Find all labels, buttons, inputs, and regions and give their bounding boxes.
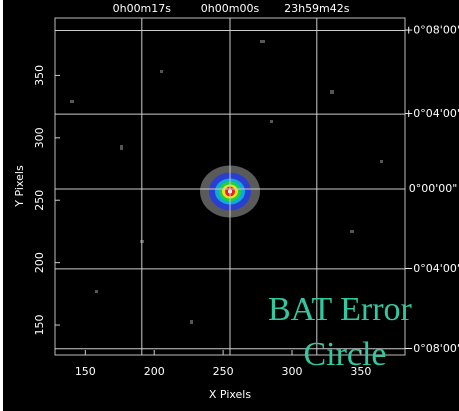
dec-label: +0°04'00"	[404, 107, 459, 120]
left-edge	[0, 0, 3, 411]
y-tick-label: 300	[33, 127, 46, 148]
x-tick-label: 250	[213, 365, 234, 378]
x-tick-label: 200	[144, 365, 165, 378]
ra-label: 0h00m17s	[113, 2, 172, 15]
y-tick-label: 350	[33, 65, 46, 86]
x-axis-label: X Pixels	[209, 388, 251, 401]
dec-label: −0°08'00"	[404, 342, 459, 355]
annotation: Circle	[303, 336, 386, 373]
y-tick-label: 150	[33, 315, 46, 336]
x-tick-label: 350	[350, 365, 371, 378]
y-tick-label: 200	[33, 252, 46, 273]
ra-label: 0h00m00s	[201, 2, 260, 15]
ra-label: 23h59m42s	[284, 2, 350, 15]
x-tick-label: 300	[282, 365, 303, 378]
dec-label: +0°08'00"	[404, 23, 459, 36]
y-tick-label: 250	[33, 190, 46, 211]
annotation: BAT Error	[268, 291, 413, 328]
dec-label: 0°00'00"	[409, 182, 458, 195]
x-tick-label: 150	[75, 365, 96, 378]
y-axis-label: Y Pixels	[13, 165, 26, 208]
dec-label: −0°04'00"	[404, 262, 459, 275]
